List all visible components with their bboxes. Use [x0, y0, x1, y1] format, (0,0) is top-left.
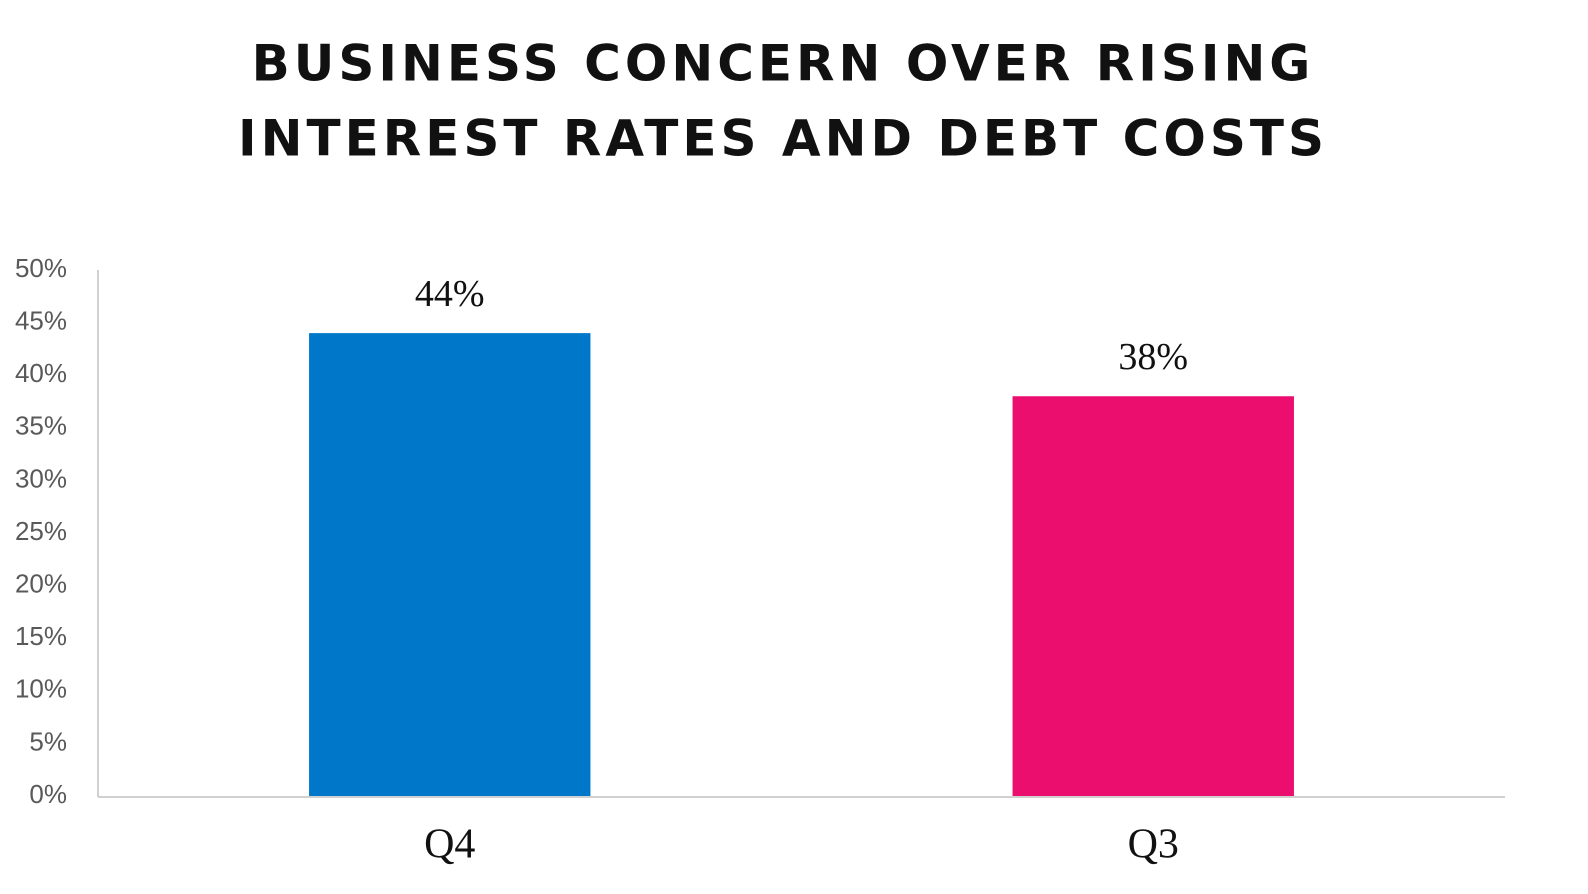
- data-label: 44%: [415, 273, 485, 315]
- chart-title: INTEREST RATES AND DEBT COSTS: [238, 110, 1328, 168]
- y-tick-label: 45%: [15, 305, 67, 335]
- y-tick-label: 20%: [15, 568, 67, 598]
- y-tick-label: 15%: [15, 621, 67, 651]
- y-tick-label: 10%: [15, 674, 67, 704]
- bar: [1012, 396, 1294, 796]
- y-tick-label: 35%: [15, 411, 67, 441]
- y-tick-label: 5%: [29, 726, 67, 756]
- data-label: 38%: [1118, 336, 1188, 378]
- y-tick-label: 30%: [15, 463, 67, 493]
- y-tick-label: 50%: [15, 253, 67, 283]
- y-tick-label: 40%: [15, 358, 67, 388]
- bar: [309, 333, 591, 796]
- x-tick-label: Q3: [1128, 822, 1179, 868]
- chart-title: BUSINESS CONCERN OVER RISING: [252, 35, 1315, 93]
- x-tick-label: Q4: [424, 822, 475, 868]
- y-tick-label: 0%: [29, 779, 67, 809]
- y-tick-label: 25%: [15, 516, 67, 546]
